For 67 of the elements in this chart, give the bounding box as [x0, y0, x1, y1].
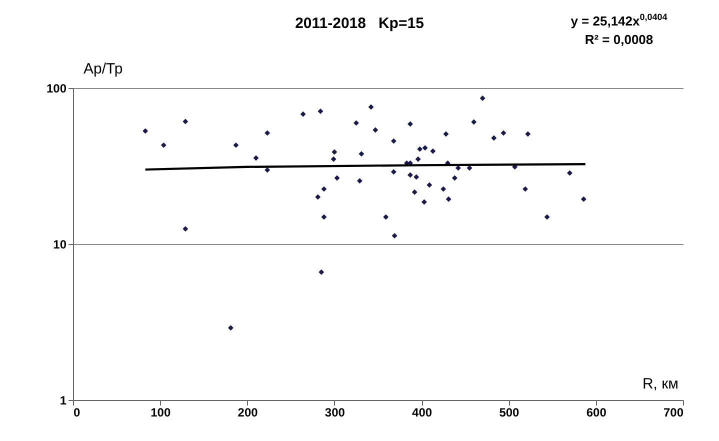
point: [452, 175, 458, 181]
y-tick-label: 1: [60, 394, 67, 408]
point: [160, 142, 166, 148]
point: [544, 214, 550, 220]
point: [321, 214, 327, 220]
point: [253, 155, 259, 161]
point: [525, 131, 531, 137]
point: [142, 128, 148, 134]
point: [332, 149, 338, 155]
point: [182, 226, 188, 232]
point: [264, 167, 270, 173]
point: [522, 186, 528, 192]
point: [330, 156, 336, 162]
point: [358, 151, 364, 157]
x-tick-label: 400: [412, 406, 432, 420]
point: [318, 108, 324, 114]
x-axis-title: R, км: [642, 376, 678, 392]
point: [466, 165, 472, 171]
point: [182, 118, 188, 124]
point: [356, 178, 362, 184]
text: y = 25,142x$^{0,0404}$: [570, 12, 668, 28]
point: [414, 174, 420, 180]
point: [321, 186, 327, 192]
point: [228, 325, 234, 331]
point: [580, 196, 586, 202]
point: [408, 172, 413, 178]
chart-title: 2011-2018 Kр=15: [295, 15, 424, 32]
text: R² = 0,0008: [584, 32, 654, 47]
x-tick-label: 700: [663, 406, 684, 420]
point: [318, 269, 324, 275]
x-tick-label: 100: [150, 406, 171, 420]
y-tick-label: 10: [53, 238, 67, 252]
point: [334, 175, 340, 181]
point: [300, 111, 306, 117]
point: [421, 199, 427, 205]
point: [408, 121, 413, 127]
point: [392, 232, 398, 238]
point: [446, 196, 452, 202]
point: [390, 169, 396, 175]
point: [491, 135, 497, 141]
y-axis-title: Ар/Тр: [84, 60, 123, 78]
point: [415, 156, 421, 162]
point: [426, 182, 432, 188]
point: [480, 95, 486, 101]
point: [430, 148, 436, 154]
point: [372, 127, 378, 133]
point: [353, 120, 359, 126]
point: [390, 138, 396, 144]
point: [422, 145, 428, 151]
point: [440, 186, 446, 192]
point: [383, 214, 389, 220]
y-tick-label: 100: [46, 82, 67, 96]
x-tick-label: 300: [324, 406, 346, 420]
point: [417, 146, 423, 152]
point: [233, 142, 239, 148]
point: [566, 170, 572, 176]
point: [264, 130, 270, 136]
point: [412, 189, 418, 195]
point: [443, 131, 449, 137]
x-tick-label: 0: [74, 406, 80, 420]
point: [500, 130, 506, 136]
point: [368, 104, 374, 110]
point: [471, 119, 477, 125]
x-tick-label: 500: [499, 406, 520, 420]
x-tick-label: 200: [238, 406, 258, 420]
point: [315, 194, 321, 200]
x-tick-label: 600: [586, 406, 607, 420]
